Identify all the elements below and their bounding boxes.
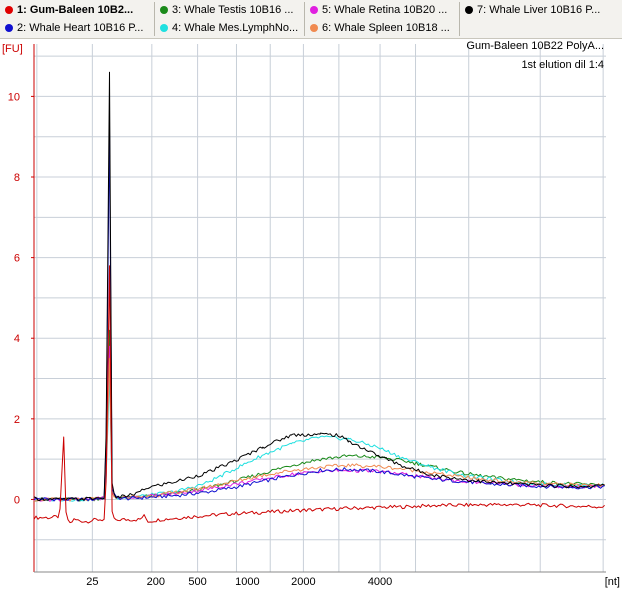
legend-item-4[interactable]: 4: Whale Mes.LymphNo... [157, 19, 302, 37]
axes [31, 44, 606, 573]
legend-item-label: 5: Whale Retina 10B20 ... [322, 4, 448, 16]
x-tick-label: 4000 [368, 576, 392, 588]
x-tick-label: 1000 [235, 576, 259, 588]
series-line-1 [33, 265, 605, 524]
grid [34, 44, 606, 572]
y-tick-label: 2 [14, 414, 20, 426]
electropherogram-chart: 0 2 4 6 8 10 25 200 500 1000 2000 4000 [FU] [nt] [2, 43, 620, 588]
legend-dot-icon [310, 24, 318, 32]
legend-divider [304, 2, 305, 36]
x-tick-label: 2000 [291, 576, 315, 588]
sample-note: 1st elution dil 1:4 [521, 59, 604, 71]
legend-item-3[interactable]: 3: Whale Testis 10B16 ... [157, 1, 302, 19]
x-tick-label: 500 [188, 576, 206, 588]
legend-divider [154, 2, 155, 36]
legend-dot-icon [5, 6, 13, 14]
series-lines [33, 71, 605, 524]
legend-dot-icon [310, 6, 318, 14]
y-tick-label: 10 [8, 91, 20, 103]
legend-dot-icon [465, 6, 473, 14]
legend-item-1[interactable]: 1: Gum-Baleen 10B2... [2, 1, 152, 19]
x-axis-unit-label: [nt] [605, 576, 620, 588]
legend: 1: Gum-Baleen 10B2... 2: Whale Heart 10B… [0, 0, 622, 39]
series-line-5 [33, 345, 605, 502]
legend-dot-icon [160, 24, 168, 32]
axis-labels: 0 2 4 6 8 10 25 200 500 1000 2000 4000 [FU] [nt] [2, 43, 620, 588]
legend-item-label: 4: Whale Mes.LymphNo... [172, 22, 299, 34]
legend-item-label: 1: Gum-Baleen 10B2... [17, 4, 134, 16]
series-line-3 [33, 329, 605, 502]
legend-item-label: 6: Whale Spleen 10B18 ... [322, 22, 450, 34]
y-tick-label: 4 [14, 333, 20, 345]
y-tick-label: 6 [14, 253, 20, 265]
sample-name: Gum-Baleen 10B22 PolyA... [466, 40, 604, 52]
legend-item-5[interactable]: 5: Whale Retina 10B20 ... [307, 1, 457, 19]
legend-dot-icon [5, 24, 13, 32]
legend-item-label: 2: Whale Heart 10B16 P... [17, 22, 144, 34]
y-axis-unit-label: [FU] [2, 43, 23, 55]
y-tick-label: 8 [14, 172, 20, 184]
series-line-4 [33, 374, 605, 502]
x-tick-label: 200 [147, 576, 165, 588]
legend-item-7[interactable]: 7: Whale Liver 10B16 P... [462, 1, 620, 19]
x-tick-label: 25 [86, 576, 98, 588]
series-line-2 [33, 128, 605, 502]
legend-divider [459, 2, 460, 36]
y-tick-label: 0 [14, 494, 20, 506]
legend-item-label: 3: Whale Testis 10B16 ... [172, 4, 294, 16]
legend-item-2[interactable]: 2: Whale Heart 10B16 P... [2, 19, 152, 37]
legend-item-6[interactable]: 6: Whale Spleen 10B18 ... [307, 19, 457, 37]
series-line-7 [33, 71, 605, 501]
legend-item-label: 7: Whale Liver 10B16 P... [477, 4, 601, 16]
series-line-6 [33, 357, 605, 502]
legend-dot-icon [160, 6, 168, 14]
